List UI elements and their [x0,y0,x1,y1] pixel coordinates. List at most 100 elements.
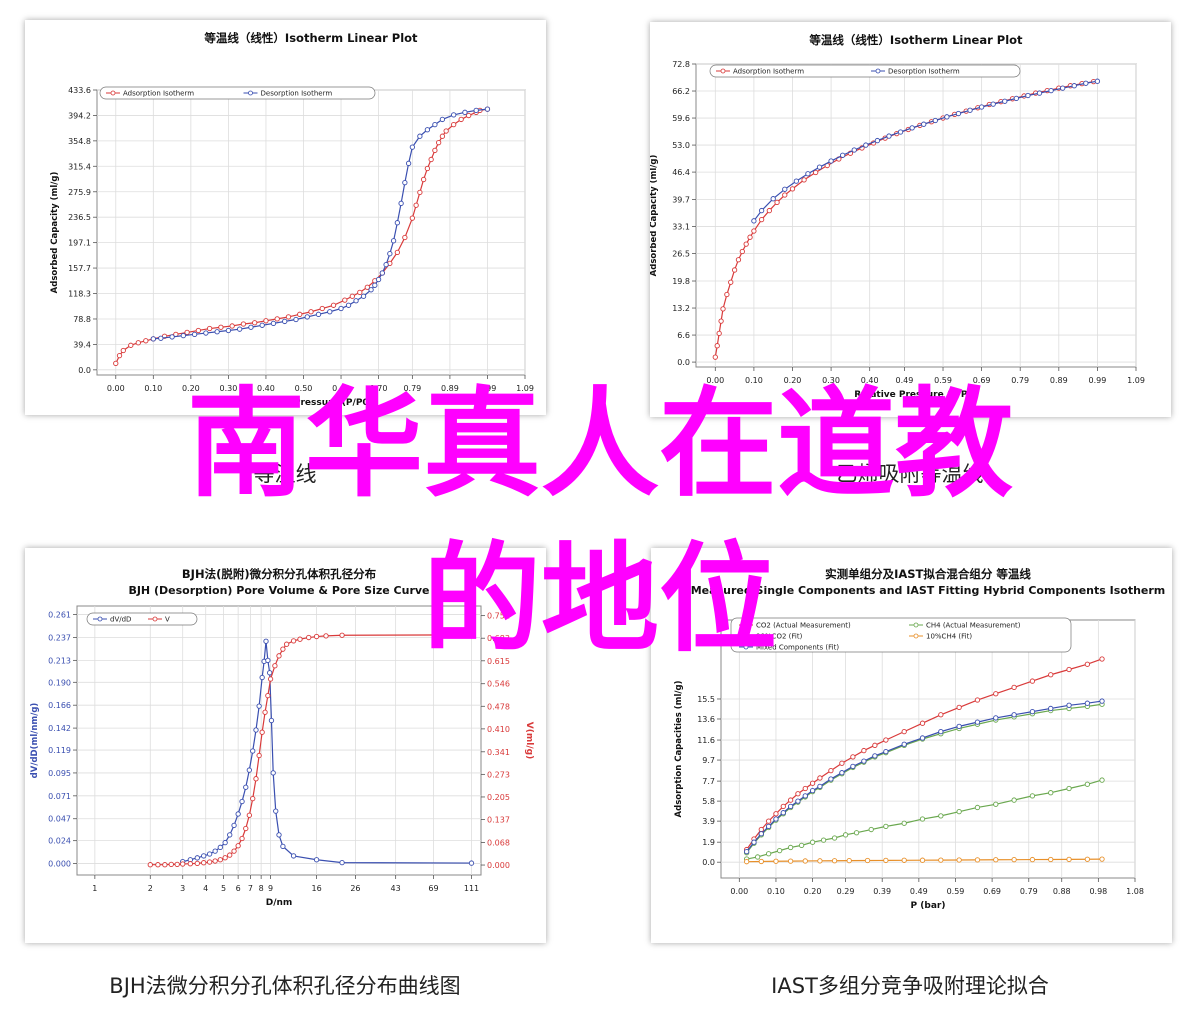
data-point [793,178,800,184]
data-point [222,855,228,861]
data-point [974,719,981,725]
data-point [765,823,772,830]
x-tick-label: 5 [221,884,226,893]
data-point [774,199,780,206]
data-point [417,133,423,139]
data-point [250,795,256,802]
x-tick-label: 0.49 [910,887,928,896]
chart-subtitle: Measured Single Components and IAST Fitt… [691,584,1166,597]
data-point [1011,712,1017,718]
legend-box [99,86,376,100]
y-tick-label: 13.2 [672,304,690,313]
y-right-tick-label: 0.000 [487,861,510,870]
legend-marker [248,90,253,96]
data-point [974,804,981,811]
y-axis-label: Adsorption Capacities (ml/g) [674,680,684,817]
x-tick-label: 0.20 [182,384,200,393]
data-point [135,340,141,346]
y-tick-label: 0.071 [48,792,71,801]
data-point [313,633,320,640]
y-right-tick-label: 0.478 [487,702,510,711]
data-point [276,832,282,838]
y-tick-label: 3.9 [702,817,715,826]
x-tick-label: 0.89 [441,384,459,393]
data-point [259,322,265,328]
data-point [319,305,325,312]
data-point [306,634,312,641]
legend-marker [110,90,116,96]
data-point [272,663,278,669]
data-point [330,302,337,308]
data-point [116,352,123,359]
data-point [297,636,303,642]
series-1 [150,106,491,342]
data-point [842,832,849,838]
data-point [802,793,808,799]
legend-label: V [165,616,170,624]
y-axis-label: Adsorbed Capacity (ml/g) [50,172,60,294]
data-point [128,342,134,348]
data-point [435,140,442,146]
y-tick-label: 15.5 [697,695,715,704]
data-point [1084,781,1091,787]
data-point [1029,678,1036,684]
data-point [728,279,734,285]
x-tick-label: 7 [248,884,253,893]
data-point [398,200,404,206]
data-point [1071,83,1077,89]
data-point [901,857,907,863]
data-point [268,717,275,724]
data-point [978,104,985,110]
y-right-tick-label: 0.751 [487,612,510,621]
data-point [776,847,783,854]
legend-box [730,617,1072,653]
y-right-tick-label: 0.068 [487,838,510,847]
x-tick-label: 111 [464,884,479,893]
data-point [805,171,811,177]
series-3 [743,856,1105,865]
y-tick-label: 0.166 [48,701,71,710]
data-point [1084,856,1091,862]
legend-label: Adsorption Isotherm [123,90,194,98]
data-point [174,861,180,868]
y-tick-label: 0.119 [48,746,71,755]
legend-box [86,612,198,626]
data-point [839,770,845,776]
data-point [428,156,434,163]
data-point [409,215,416,221]
data-point [863,142,869,148]
x-tick-label: 0.99 [479,384,497,393]
x-tick-label: 0.30 [219,384,237,393]
x-tick-label: 0.79 [1011,376,1029,385]
data-point [338,305,344,312]
data-point [235,843,241,849]
chart-panel-isotherm-2: 等温线（线性）Isotherm Linear Plot 0.00 0.10 0.20 0… [650,22,1171,417]
data-point [758,831,764,837]
y-tick-label: 39.7 [672,196,690,205]
data-point [967,107,973,113]
data-point [714,343,720,349]
series-0 [113,106,491,367]
data-point [184,329,190,336]
y-tick-label: 11.6 [697,736,715,745]
y-tick-label: 197.1 [68,239,91,248]
data-point [349,293,355,299]
data-point [212,848,218,854]
data-point [787,797,794,803]
legend-label: CH4 (Actual Measurement) [926,622,1021,630]
data-point [993,801,999,807]
data-point [716,330,722,337]
data-point [308,309,314,315]
data-point [194,855,200,861]
data-point [169,334,175,340]
data-point [868,826,874,833]
data-point [993,857,999,863]
data-point [820,837,827,843]
data-point [424,165,431,172]
data-point [353,298,359,304]
x-tick-label: 26 [350,884,360,893]
y-axis-label: Adsorbed Capacity (ml/g) [650,155,659,277]
data-point [901,820,907,826]
y-tick-label: 118.3 [68,289,91,298]
data-point [420,176,427,183]
